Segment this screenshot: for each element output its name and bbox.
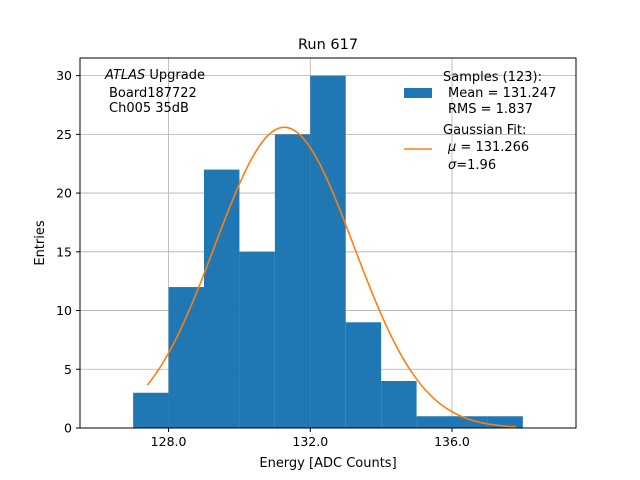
legend-histogram-mean: Mean = 131.247: [448, 86, 556, 101]
x-axis-ticks: 128.0 132.0 136.0: [151, 428, 470, 449]
gaussian-fit-curve: [146, 126, 516, 428]
y-tick-label: 5: [64, 362, 72, 377]
y-tick-label: 30: [56, 68, 72, 83]
legend-fit-mu-symbol: μ: [447, 140, 456, 155]
histogram-bar: [452, 416, 488, 428]
legend-fit-mu-value: = 131.266: [456, 140, 529, 155]
legend-histogram-title: Samples (123):: [443, 70, 542, 85]
legend-fit-title: Gaussian Fit:: [443, 123, 526, 138]
histogram-bar: [416, 416, 452, 428]
x-tick-label: 132.0: [292, 434, 328, 449]
histogram-bar: [345, 322, 382, 428]
plot-frame: [79, 57, 577, 429]
legend-fit-sigma-value: =1.96: [456, 158, 496, 173]
legend-histogram-rms: RMS = 1.837: [448, 102, 533, 117]
channel-label: Ch005 35dB: [109, 101, 189, 116]
y-tick-label: 0: [64, 421, 72, 436]
histogram-bar: [133, 392, 169, 428]
legend-fit-sigma-symbol: σ: [448, 158, 457, 173]
chart-title: Run 617: [298, 37, 358, 53]
y-axis-label: Entries: [33, 220, 48, 266]
histogram-bar: [487, 416, 523, 428]
atlas-label-italic: ATLAS: [104, 68, 145, 83]
x-axis-label: Energy [ADC Counts]: [259, 456, 396, 471]
histogram-bar: [274, 134, 311, 428]
histogram-bar: [204, 169, 240, 429]
y-axis-ticks: 0 5 10 15 20 25 30: [56, 68, 80, 436]
board-label: Board187722: [109, 86, 197, 101]
y-tick-label: 20: [56, 186, 72, 201]
histogram-bar: [310, 75, 346, 428]
legend-fit-sigma: σ=1.96: [448, 158, 496, 173]
y-tick-label: 10: [56, 303, 72, 318]
atlas-label: ATLAS Upgrade: [104, 68, 205, 83]
histogram-bar: [168, 287, 204, 428]
histogram-bar: [239, 251, 275, 428]
y-tick-label: 25: [56, 127, 72, 142]
x-tick-label: 136.0: [434, 434, 470, 449]
x-tick-label: 128.0: [151, 434, 187, 449]
legend-fit-mu: μ = 131.266: [447, 140, 529, 155]
y-tick-label: 15: [56, 244, 72, 259]
histogram-bars: [133, 75, 523, 429]
legend: Samples (123): Mean = 131.247 RMS = 1.83…: [404, 70, 556, 173]
histogram-bar: [381, 381, 417, 428]
legend-histogram-swatch: [404, 88, 432, 98]
atlas-label-rest: Upgrade: [145, 68, 205, 83]
